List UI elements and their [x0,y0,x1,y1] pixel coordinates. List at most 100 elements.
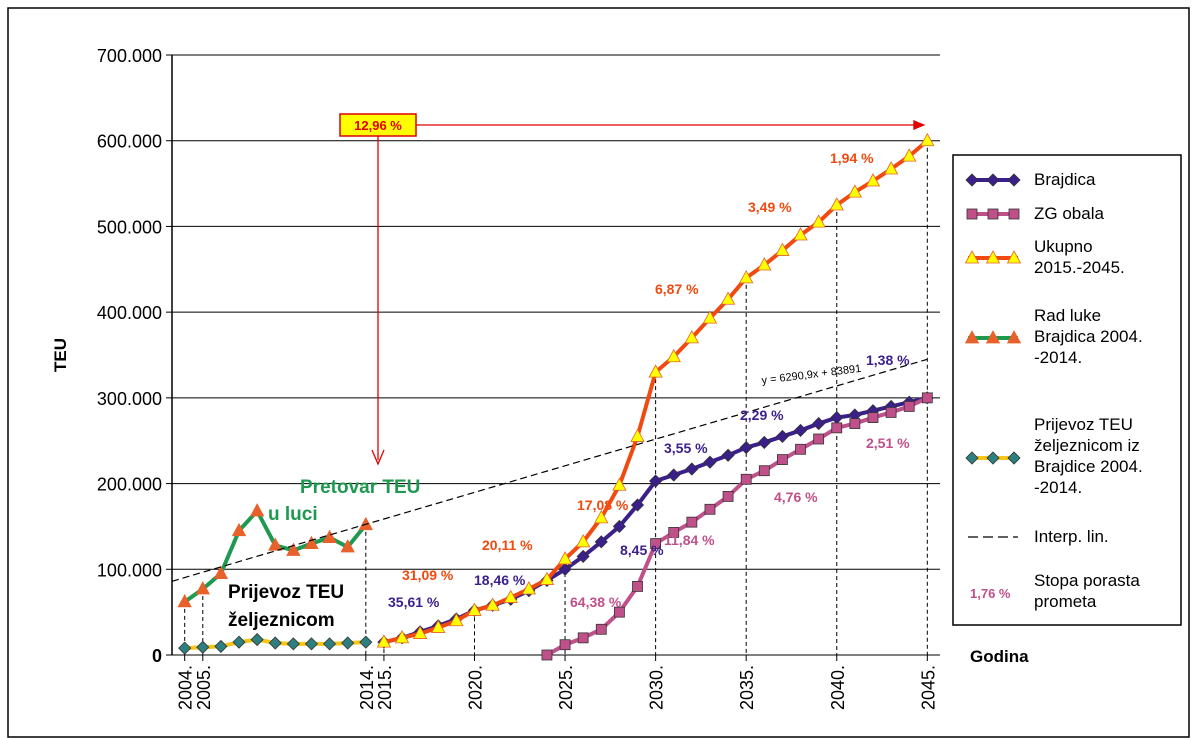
marker [431,619,446,633]
growth-label: 18,46 % [474,572,526,588]
series-line [545,396,929,657]
x-tick-label: 2020. [465,665,485,710]
x-tick-label: 2035. [737,665,757,710]
marker [178,641,192,655]
marker [632,581,643,592]
marker [986,173,1000,187]
x-tick-label: 2014. [357,665,377,710]
legend-label: Prijevoz TEU željeznicom iz Brajdice 200… [1034,415,1143,497]
growth-label: 3,49 % [748,199,792,215]
area-label: u luci [268,504,318,525]
marker [684,330,700,344]
marker [757,257,772,271]
marker [613,606,625,618]
marker [304,637,319,651]
marker [987,208,999,220]
marker [594,510,609,524]
legend-label: Brajdica [1034,170,1096,189]
marker [594,535,608,549]
x-tick-label: 2015. [375,665,395,710]
marker [965,451,979,465]
marker [249,503,265,517]
overall-rate: 12,96 % [354,118,402,133]
y-tick-label: 100.000 [97,560,162,580]
marker [214,639,228,653]
marker [503,589,518,603]
marker [964,330,980,344]
marker [865,173,881,187]
marker [595,623,607,635]
marker [541,649,553,661]
y-tick-label: 200.000 [97,475,162,495]
marker [449,612,464,627]
marker [758,465,770,477]
marker [630,428,645,442]
marker [849,418,861,429]
marker [177,594,192,608]
marker [720,291,736,305]
growth-label: 31,09 % [402,567,454,583]
marker [557,551,573,565]
marker [704,503,716,515]
marker [722,491,734,502]
legend-sample: 1,76 % [970,586,1011,601]
growth-label: 6,87 % [655,281,699,297]
marker [966,208,978,220]
marker [964,250,980,264]
marker [213,565,229,579]
marker [829,197,844,211]
y-axis-title: TEU [51,338,70,372]
arrow-head [371,449,385,466]
marker [286,542,301,556]
marker [813,433,825,445]
marker [412,625,428,639]
marker [575,534,591,548]
growth-label: 4,76 % [774,489,818,505]
legend-box [952,154,1182,626]
marker [577,632,589,644]
marker [965,173,979,187]
legend-label: Stopa porasta prometa [1034,571,1140,611]
marker [985,330,1001,344]
marker [1007,173,1021,187]
arrow-head [913,120,926,130]
marker [740,473,752,485]
marker [340,539,355,553]
marker [739,441,753,455]
marker [793,423,808,437]
marker [250,633,264,647]
marker [757,435,771,449]
x-tick-label: 2045. [918,665,938,710]
x-tick-label: 2005. [194,665,214,710]
x-tick-label: 2040. [828,665,848,710]
marker [811,214,826,228]
marker [322,529,337,543]
marker [612,519,626,533]
legend-label: Rad luke Brajdica 2004. -2014. [1034,306,1143,367]
marker [702,310,718,324]
marker [359,635,373,649]
y-tick-label: 600.000 [97,132,162,152]
marker [394,630,410,644]
marker [485,597,500,611]
marker [1006,250,1022,264]
y-tick-label: 500.000 [97,217,162,237]
y-tick-label: 700.000 [97,46,162,66]
marker [847,184,863,198]
marker [867,412,879,423]
marker [467,602,482,616]
legend-label: Interp. lin. [1034,527,1109,546]
marker [558,562,572,576]
growth-label: 20,11 % [482,537,533,553]
marker [195,581,210,595]
marker [885,407,897,418]
growth-label: 1,38 % [866,352,910,368]
growth-label: 8,45 % [620,542,664,558]
growth-label: 3,55 % [664,440,708,456]
legend-label: Ukupno 2015.-2045. [1034,237,1125,277]
marker [559,639,571,651]
y-tick-label: 300.000 [97,389,162,409]
marker [667,468,681,482]
marker [268,537,283,551]
